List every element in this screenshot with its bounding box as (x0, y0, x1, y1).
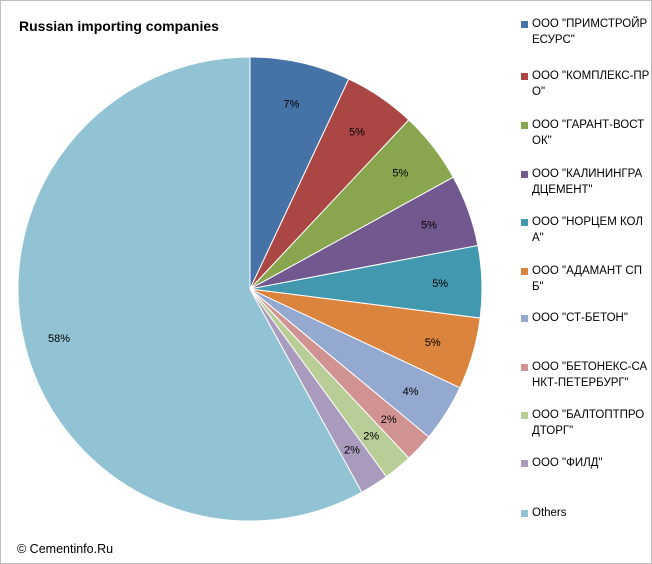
legend-label: ООО "ПРИМСТРОЙРЕСУРС" (532, 18, 648, 46)
slice-label-9: 2% (344, 445, 360, 457)
slice-label-8: 2% (363, 431, 379, 443)
legend-swatch (521, 73, 528, 80)
legend-label: Others (532, 507, 567, 519)
slice-label-7: 2% (381, 414, 397, 426)
legend-swatch (521, 21, 528, 28)
legend-label: ООО "НОРЦЕМ КОЛА" (532, 216, 643, 244)
legend-swatch (521, 122, 528, 129)
legend-swatch (521, 171, 528, 178)
legend-swatch (521, 412, 528, 419)
legend-label: ООО "СТ-БЕТОН" (532, 312, 628, 324)
slice-label-6: 4% (403, 386, 419, 398)
legend-swatch (521, 510, 528, 517)
copyright-text: © Cementinfo.Ru (17, 542, 114, 556)
slice-label-5: 5% (425, 337, 441, 349)
slice-label-3: 5% (421, 220, 437, 232)
legend-swatch (521, 460, 528, 467)
pie-slice-10 (17, 56, 363, 522)
chart-title: Russian importing companies (19, 18, 219, 34)
legend-label: ООО "БАЛТОПТПРОДТОРГ" (532, 409, 645, 437)
slice-label-4: 5% (432, 278, 448, 290)
slice-label-1: 5% (349, 127, 365, 139)
legend-label: ООО "КОМПЛЕКС-ПРО" (532, 70, 650, 98)
legend-label: ООО "БЕТОНЕКС-САНКТ-ПЕТЕРБУРГ" (532, 361, 648, 389)
legend-label: ООО "ФИЛД" (532, 457, 603, 469)
legend-swatch (521, 268, 528, 275)
pie-slice-0 (249, 56, 350, 290)
legend-label: ООО "ГАРАНТ-ВОСТОК" (532, 119, 645, 147)
slice-label-0: 7% (284, 98, 300, 110)
legend-label: ООО "КАЛИНИНГРАДЦЕМЕНТ" (532, 168, 643, 196)
legend-swatch (521, 364, 528, 371)
legend-swatch (521, 219, 528, 226)
legend-label: ООО "АДАМАНТ СПБ" (532, 265, 642, 293)
legend-swatch (521, 315, 528, 322)
slice-label-10: 58% (48, 333, 70, 345)
slice-label-2: 5% (392, 167, 408, 179)
